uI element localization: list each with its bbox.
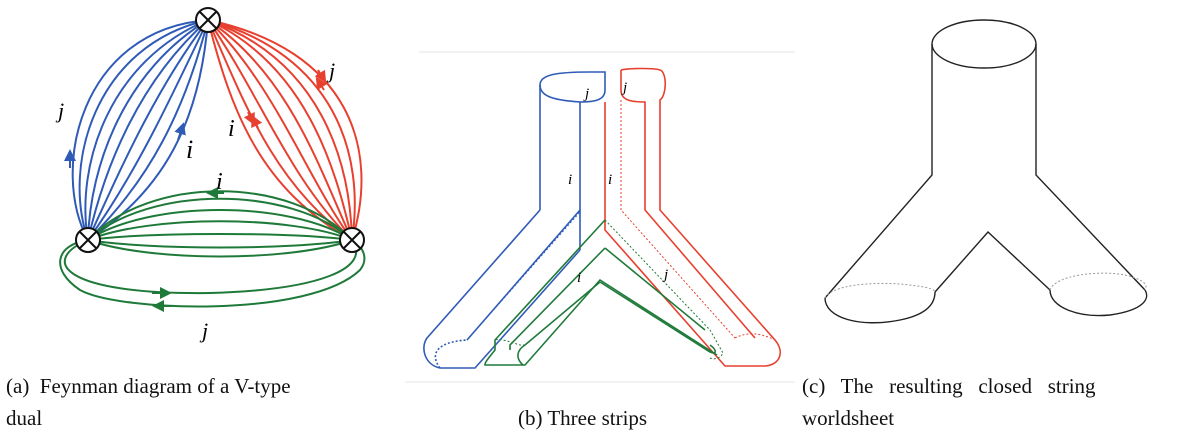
caption-a-line1: (a) Feynman diagram of a V-type <box>6 374 291 398</box>
green-propagators <box>59 190 366 308</box>
blue-strip <box>423 71 606 369</box>
label-blue-outer: j <box>55 98 64 123</box>
blue-arrow-inner <box>174 122 186 141</box>
red-strip <box>604 67 781 367</box>
label-b-blue-mid: i <box>568 172 572 188</box>
label-b-green-left: i <box>577 270 581 286</box>
red-arrow-outer-2 <box>315 76 328 91</box>
label-green-top: i <box>216 169 223 195</box>
label-b-blue-top: j <box>583 86 589 102</box>
label-b-red-mid: i <box>608 172 612 188</box>
label-b-red-top: j <box>621 80 627 96</box>
vertex-left <box>75 227 101 253</box>
top-circle <box>931 19 1037 69</box>
caption-c-line2: worldsheet <box>802 406 895 430</box>
caption-a-line2: dual <box>6 406 43 430</box>
label-red-inner: i <box>228 116 235 142</box>
blue-propagators <box>71 19 209 241</box>
red-arrow-inner-2 <box>251 114 263 129</box>
feynman-diagram-graphic: j i i j i j <box>55 7 366 343</box>
three-strips-graphic: j j i i i j <box>405 51 795 383</box>
panel-c-worldsheet: (c) The resulting closed string worldshe… <box>800 0 1183 436</box>
caption-c-line1: (c) The resulting closed string <box>802 374 1096 398</box>
label-blue-inner: i <box>186 135 193 164</box>
vertex-top <box>195 7 221 33</box>
label-red-outer: j <box>326 58 335 83</box>
label-green-bottom: j <box>199 318 208 343</box>
green-strip <box>484 219 724 366</box>
red-arrow-outer-1 <box>314 69 327 84</box>
worldsheet-graphic <box>824 19 1148 324</box>
panel-b-three-strips: j j i i i j (b) Three strips <box>405 0 800 436</box>
vertex-right <box>339 227 365 253</box>
panel-a-feynman-diagram: j i i j i j (a) Feynman diagram of a V-t… <box>0 0 400 436</box>
label-b-green-right: j <box>662 267 668 283</box>
caption-b: (b) Three strips <box>518 406 648 430</box>
pants-surface <box>824 19 1148 324</box>
